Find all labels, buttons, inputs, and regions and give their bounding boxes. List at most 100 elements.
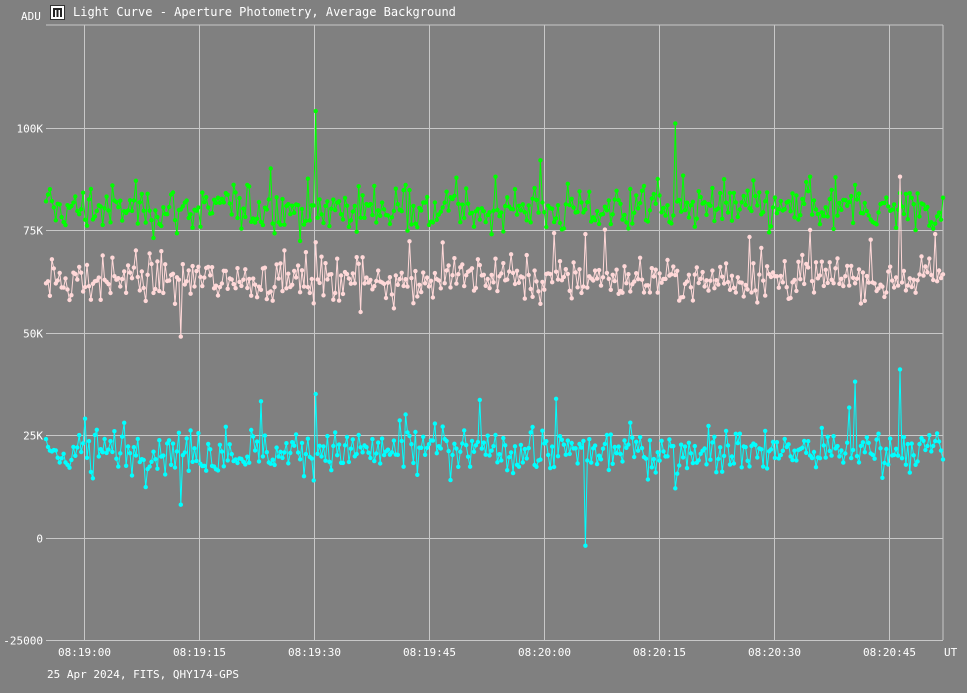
data-point [596,221,602,227]
data-point [508,450,514,455]
data-point [563,202,568,207]
data-point [901,268,907,274]
data-point [708,457,713,462]
data-point [374,220,379,225]
data-point [512,281,518,287]
data-point [610,272,615,277]
data-point [800,252,805,258]
data-point [202,463,207,468]
data-point [186,215,191,221]
data-point [647,208,653,213]
data-point [151,235,156,241]
data-point [577,189,582,194]
data-point [753,442,758,448]
data-point [356,432,361,438]
data-point [512,187,518,192]
data-point [133,248,139,253]
data-point [249,427,254,433]
data-point [583,543,588,548]
data-point [520,460,525,465]
data-point [168,462,174,467]
data-point [251,434,256,439]
data-point [718,445,723,450]
y-tick-label: 75K [23,225,43,238]
data-point [592,443,598,448]
data-point [272,462,277,468]
data-point [624,281,629,286]
data-point [749,208,754,214]
data-point [430,295,436,300]
data-point [444,268,449,273]
data-point [893,225,899,230]
data-point [813,207,819,212]
data-point [292,268,297,274]
data-point [741,193,746,199]
data-point [206,205,211,210]
data-point [876,431,881,436]
data-point [696,280,701,286]
data-point [73,271,78,277]
data-point [821,283,826,289]
data-point [71,200,76,205]
y-tick-label: -25000 [3,635,43,648]
data-point [112,429,117,434]
data-point [286,461,291,466]
data-point [886,462,891,467]
data-point [456,464,461,469]
data-point [149,261,154,267]
data-point [710,268,715,273]
data-point [831,281,836,286]
data-point [370,436,375,442]
data-point [657,193,662,198]
data-point [350,271,355,276]
data-point [247,460,252,465]
data-point [317,197,322,202]
data-point [850,447,856,453]
data-point [612,197,617,202]
data-point [243,214,248,220]
data-point [827,197,832,202]
data-point [399,209,404,214]
data-point [336,442,342,447]
series-layer [43,108,946,548]
data-point [929,272,934,278]
data-point [594,276,600,281]
data-point [43,199,49,204]
data-point [149,218,154,223]
data-point [620,290,625,295]
data-point [794,193,799,198]
data-point [194,208,199,213]
data-point [53,218,58,223]
data-point [903,191,909,197]
data-point [528,286,533,292]
data-point [655,176,660,182]
data-point [669,272,674,277]
data-point [720,216,725,221]
data-point [837,281,842,286]
data-point [712,218,717,224]
data-point [426,284,432,289]
data-point [100,253,105,258]
data-point [290,203,295,208]
data-point [573,446,578,451]
data-point [915,278,920,283]
data-point [764,190,770,195]
data-point [110,183,115,188]
data-point [905,283,910,288]
data-point [882,200,887,206]
data-point [65,287,70,292]
data-point [323,458,328,463]
light-curve-app-icon[interactable] [50,4,65,20]
data-point [540,200,545,205]
data-point [317,443,322,448]
data-point [600,446,606,451]
data-point [571,260,576,265]
data-point [858,301,864,306]
data-point [153,208,158,213]
data-point [720,469,725,474]
data-point [348,446,354,451]
data-point [411,203,416,209]
data-point [368,201,373,207]
data-point [933,231,938,237]
data-point [604,270,610,276]
